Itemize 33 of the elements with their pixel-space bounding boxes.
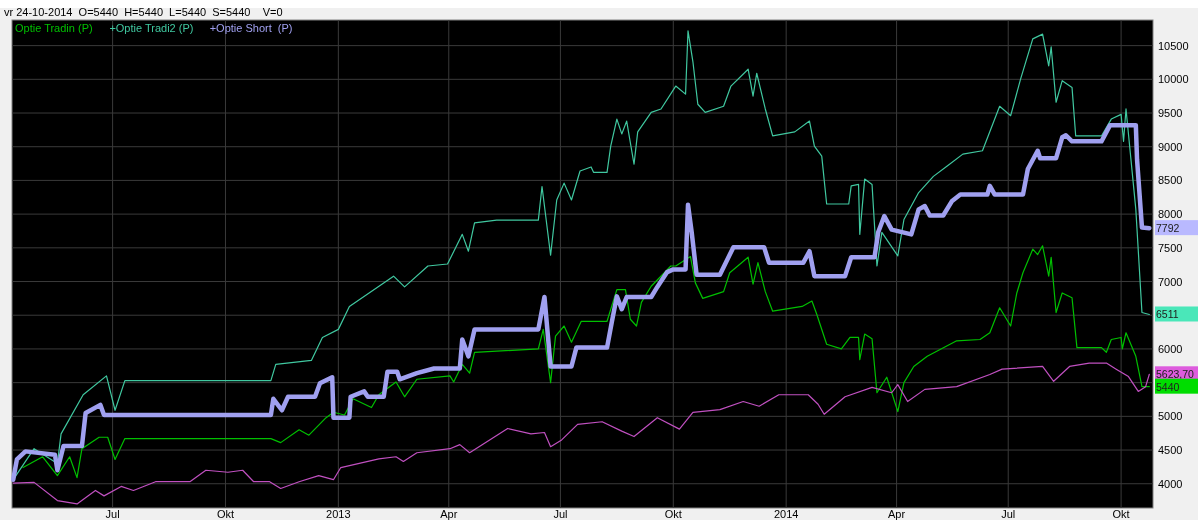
x-tick-label: Okt — [1112, 508, 1130, 520]
y-tick-label: 5000 — [1158, 410, 1183, 423]
annotation: 5440 — [1156, 380, 1180, 393]
x-tick-label: Jul — [105, 508, 120, 520]
x-tick-label: 2014 — [773, 508, 799, 520]
y-tick-label: 8500 — [1158, 174, 1183, 187]
y-tick-label: 10500 — [1158, 39, 1189, 52]
y-tick-label: 4000 — [1158, 477, 1183, 490]
x-tick-label: 2013 — [326, 508, 351, 520]
chart-title: vr 24-10-2014 O=5440 H=5440 L=5440 S=5440 V=0 — [4, 6, 283, 18]
x-tick-label: Jul — [1001, 508, 1016, 520]
line-series — [12, 362, 1150, 505]
line-series — [22, 245, 1150, 479]
x-tick-label: Apr — [440, 508, 458, 520]
y-tick-label: 4500 — [1158, 444, 1183, 457]
text: +Optie Tradi2 (P) — [109, 22, 194, 34]
x-tick-label: Okt — [664, 508, 682, 520]
y-tick-label: 10000 — [1158, 73, 1189, 86]
text: +Optie Short (P) — [209, 22, 293, 34]
x-tick-label: Okt — [216, 508, 235, 520]
annotation: 6511 — [1156, 308, 1179, 321]
x-tick-label: Apr — [888, 508, 906, 520]
annotation: 5623,70 — [1156, 368, 1195, 381]
y-tick-label: 7000 — [1158, 275, 1183, 288]
line-series — [10, 122, 1152, 482]
y-tick-label: 9500 — [1158, 107, 1183, 120]
y-tick-label: 7500 — [1158, 241, 1183, 254]
annotation: 7792 — [1156, 222, 1180, 235]
x-tick-label: Jul — [553, 508, 568, 520]
y-tick-label: 9000 — [1158, 140, 1183, 153]
text: Optie Tradin (P) — [15, 22, 93, 34]
y-tick-label: 6000 — [1158, 342, 1183, 355]
y-tick-label: 8000 — [1158, 208, 1183, 221]
